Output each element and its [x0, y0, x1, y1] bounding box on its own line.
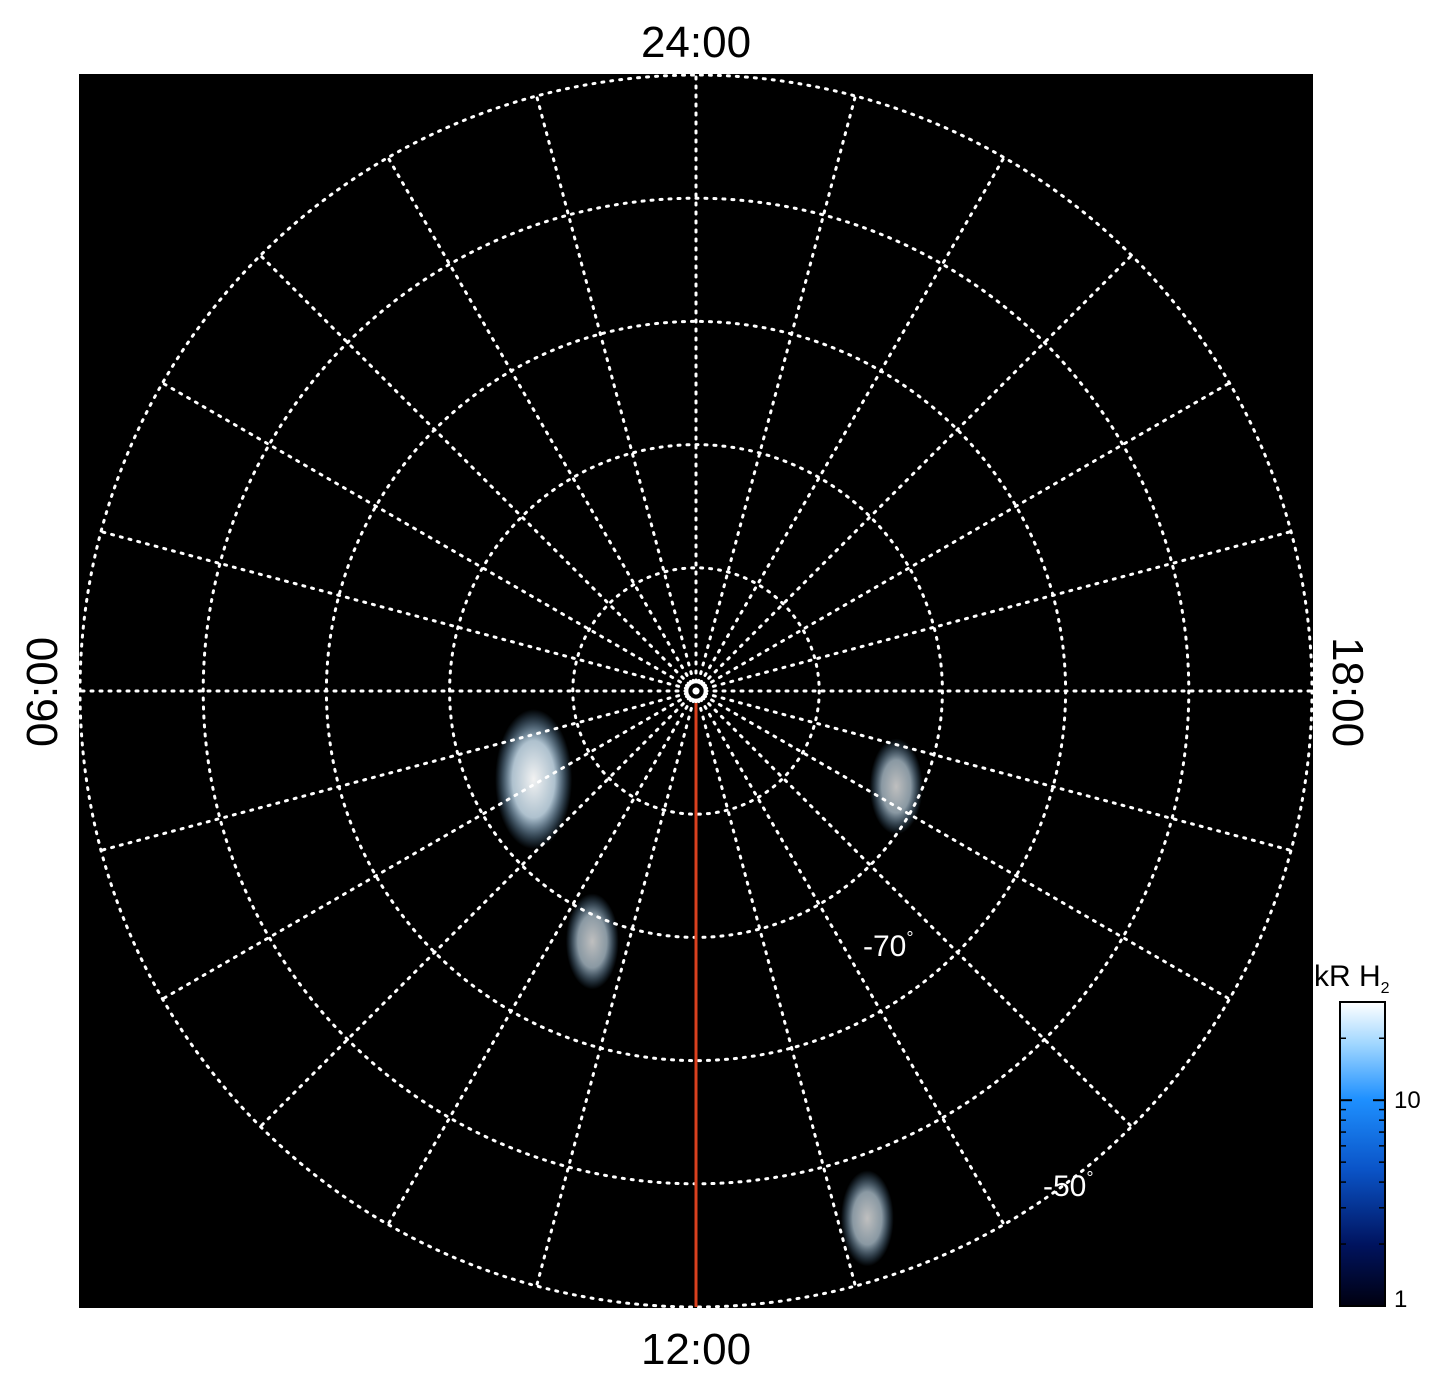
lat-label-50: -50°: [1043, 1168, 1094, 1203]
meridian-line: [694, 94, 857, 693]
bright-feature: [495, 709, 573, 850]
bright-features: [495, 709, 923, 1267]
bright-feature: [565, 893, 619, 990]
pole-marker: [684, 679, 708, 703]
meridian-line: [99, 689, 698, 852]
lat-label-70: -70°: [863, 928, 914, 963]
emission-map: [495, 709, 923, 1267]
local-time-left-label: 06:00: [18, 637, 67, 747]
bright-feature: [840, 1170, 894, 1267]
local-time-right-label: 18:00: [1323, 637, 1372, 747]
colorbar-ticks: [1340, 1001, 1385, 1307]
meridian-line: [694, 689, 1006, 1226]
colorbar-tick-label-1: 1: [1394, 1286, 1407, 1313]
colorbar-tick-label-10: 10: [1394, 1087, 1421, 1114]
meridian-line: [161, 689, 698, 1001]
latitude-circle: [571, 566, 821, 816]
colorbar-title: kR H2: [1314, 960, 1390, 997]
local-time-bottom-label: 12:00: [641, 1325, 751, 1374]
bright-feature: [869, 738, 923, 835]
meridian-line: [694, 689, 1231, 1001]
meridian-line: [535, 689, 698, 1288]
meridian-line: [258, 253, 698, 693]
meridian-line: [694, 381, 1231, 693]
meridian-line: [694, 253, 1134, 693]
meridian-line: [694, 156, 1006, 693]
meridian-line: [258, 689, 698, 1129]
meridian-line: [694, 689, 1134, 1129]
local-time-top-label: 24:00: [641, 18, 751, 67]
meridian-line: [694, 530, 1293, 693]
latitude-circle: [79, 74, 1313, 1308]
meridian-line: [161, 381, 698, 693]
meridian-line: [386, 156, 698, 693]
colorbar-gradient: [1339, 1001, 1386, 1307]
meridian-line: [99, 530, 698, 693]
meridian-line: [694, 689, 1293, 852]
meridian-line: [386, 689, 698, 1226]
meridian-line: [694, 689, 857, 1288]
colorbar: kR H2 1 10: [1314, 960, 1421, 1313]
meridian-line: [535, 94, 698, 693]
